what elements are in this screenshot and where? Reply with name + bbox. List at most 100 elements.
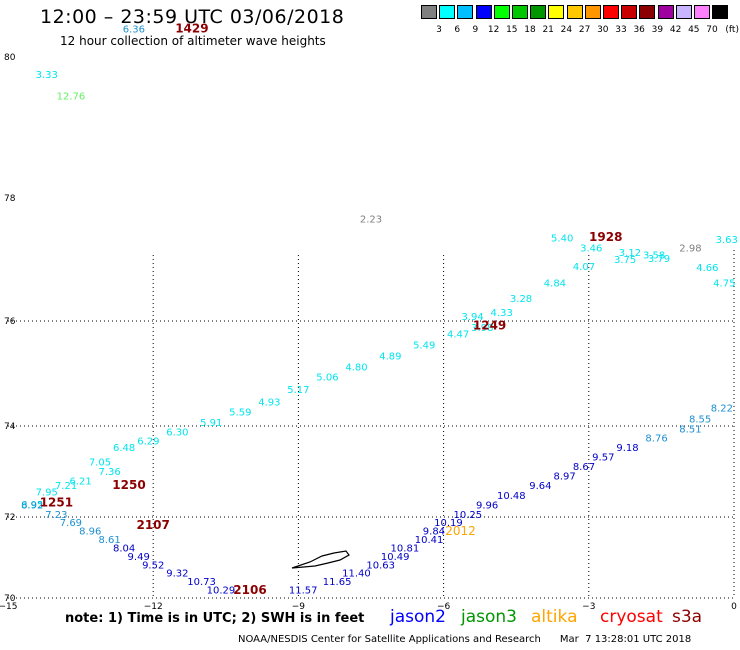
wave-height-label: 3.75 (614, 255, 636, 266)
scale-swatch (657, 5, 674, 19)
wave-height-label: 3.98 (471, 323, 493, 334)
pass-time-label: 2106 (233, 583, 266, 597)
satellite-legend-altika: altika (531, 607, 578, 627)
pass-time-label: 1928 (589, 230, 622, 244)
wave-height-label: 8.96 (79, 526, 101, 537)
wave-height-label: 10.41 (415, 535, 444, 546)
wave-height-label: 9.96 (476, 500, 498, 511)
wave-height-label: 4.47 (447, 329, 469, 340)
wave-height-label: 3.94 (462, 312, 484, 323)
wave-height-label: 2.23 (360, 215, 382, 226)
jan-mayen-island (291, 550, 350, 569)
wave-height-label: 6.48 (113, 443, 135, 454)
pass-time-label: 1251 (40, 496, 73, 510)
lon-tick-label: 0 (731, 602, 737, 612)
scale-label: 27 (578, 25, 591, 35)
scale-label: 70 (706, 25, 718, 35)
scale-label: 9 (472, 25, 479, 35)
wave-height-label: 6.29 (137, 437, 159, 448)
scale-swatch (493, 5, 510, 19)
wave-height-label: 6.21 (69, 477, 91, 488)
wave-height-label: 11.57 (289, 586, 318, 597)
wave-height-label: 7.05 (89, 458, 111, 469)
scale-swatch (512, 5, 528, 19)
pass-time-label: 2012 (445, 524, 476, 538)
wave-height-label: 3.79 (648, 254, 670, 265)
scale-label: 42 (669, 25, 682, 35)
lat-lon-grid (8, 250, 735, 599)
wave-height-label: 9.57 (592, 453, 614, 464)
wave-height-label: 5.91 (200, 418, 222, 429)
wave-height-label: 5.06 (316, 372, 338, 383)
lon-tick-label: −12 (144, 602, 163, 612)
wave-height-label: 4.80 (345, 362, 367, 373)
wave-height-label: 10.19 (434, 518, 463, 529)
credit-footer: NOAA/NESDIS Center for Satellite Applica… (238, 634, 692, 645)
wave-height-label: 9.52 (142, 560, 164, 571)
lon-tick-label: −15 (0, 602, 18, 612)
wave-height-label: 9.64 (529, 481, 551, 492)
scale-label: 21 (542, 25, 554, 35)
scale-label: 15 (506, 25, 518, 35)
scale-label: 3 (436, 25, 442, 35)
wave-height-label: 5.17 (287, 385, 309, 396)
scale-swatch (621, 5, 638, 19)
lon-tick-label: −9 (292, 602, 306, 612)
wave-height-label: 4.84 (544, 279, 566, 290)
wave-height-label: 7.36 (99, 467, 121, 478)
page-subtitle: 12 hour collection of altimeter wave hei… (60, 34, 326, 48)
observation-labels: 3.33 6.36 12.76 2.23 6.957.957.216.21 7.367.0… (21, 21, 738, 597)
wave-height-label: 10.63 (366, 560, 395, 571)
scale-swatch (421, 5, 437, 19)
wave-height-label: 7.23 (45, 510, 67, 521)
wave-height-label: 9.32 (166, 569, 188, 580)
wave-height-label: 11.40 (342, 569, 371, 580)
axis-labels: 80 78 76 74 72 70−15 −12 −9 −6 −3 0 (0, 53, 737, 612)
scale-swatch (712, 5, 729, 19)
lat-tick-label: 70 (4, 594, 16, 604)
footnote: note: 1) Time is in UTC; 2) SWH is in fe… (65, 611, 365, 626)
wave-height-label: 4.07 (573, 262, 595, 273)
wave-height-label: 6.95 (21, 500, 43, 511)
lat-tick-label: 78 (4, 194, 16, 204)
wave-height-label: 5.49 (413, 340, 435, 351)
scale-swatch (694, 5, 710, 19)
wave-height-label: 4.75 (713, 279, 735, 290)
wave-height-label: 3.63 (716, 235, 738, 246)
wave-height-label: 4.93 (258, 398, 280, 409)
wave-height-label: 8.22 (711, 403, 733, 414)
lon-tick-label: −3 (582, 602, 595, 612)
satellite-legend-jason3: jason3 (461, 607, 517, 627)
wave-height-label: 6.30 (166, 428, 188, 439)
satellite-legend-s3a: s3a (672, 607, 703, 627)
scale-swatch (530, 5, 547, 19)
wave-height-label: 7.95 (36, 488, 58, 499)
wave-height-label: 10.73 (187, 577, 216, 588)
wave-height-label: 5.59 (229, 408, 251, 419)
wave-height-label: 9.49 (128, 552, 150, 563)
pass-time-label: 2107 (136, 518, 169, 532)
wave-height-label: 8.67 (573, 462, 595, 473)
satellite-legend-jason2: jason2 (390, 607, 446, 627)
pass-time-label: 1250 (112, 478, 145, 492)
wave-height-label: 4.66 (696, 263, 718, 274)
wave-height-label: 8.76 (645, 433, 667, 444)
scale-swatch (548, 5, 565, 19)
pass-time-label: 1429 (175, 21, 208, 35)
scale-unit: (ft) (725, 25, 739, 35)
scale-label: 36 (633, 25, 645, 35)
wave-height-label: 9.18 (616, 443, 638, 454)
wave-height-label: 8.61 (99, 535, 121, 546)
scale-swatch (603, 5, 619, 19)
wave-height-label: 3.58 (643, 250, 665, 261)
wave-height-label: 3.12 (619, 248, 641, 259)
wave-height-label: 10.29 (207, 586, 236, 597)
scale-label: 33 (615, 25, 627, 35)
scale-swatch (439, 5, 456, 19)
scale-swatch (675, 5, 692, 19)
wave-height-label: 3.28 (510, 294, 532, 305)
wave-height-label: 8.04 (113, 543, 135, 554)
scale-label: 6 (454, 25, 461, 35)
scale-swatch (475, 5, 492, 19)
